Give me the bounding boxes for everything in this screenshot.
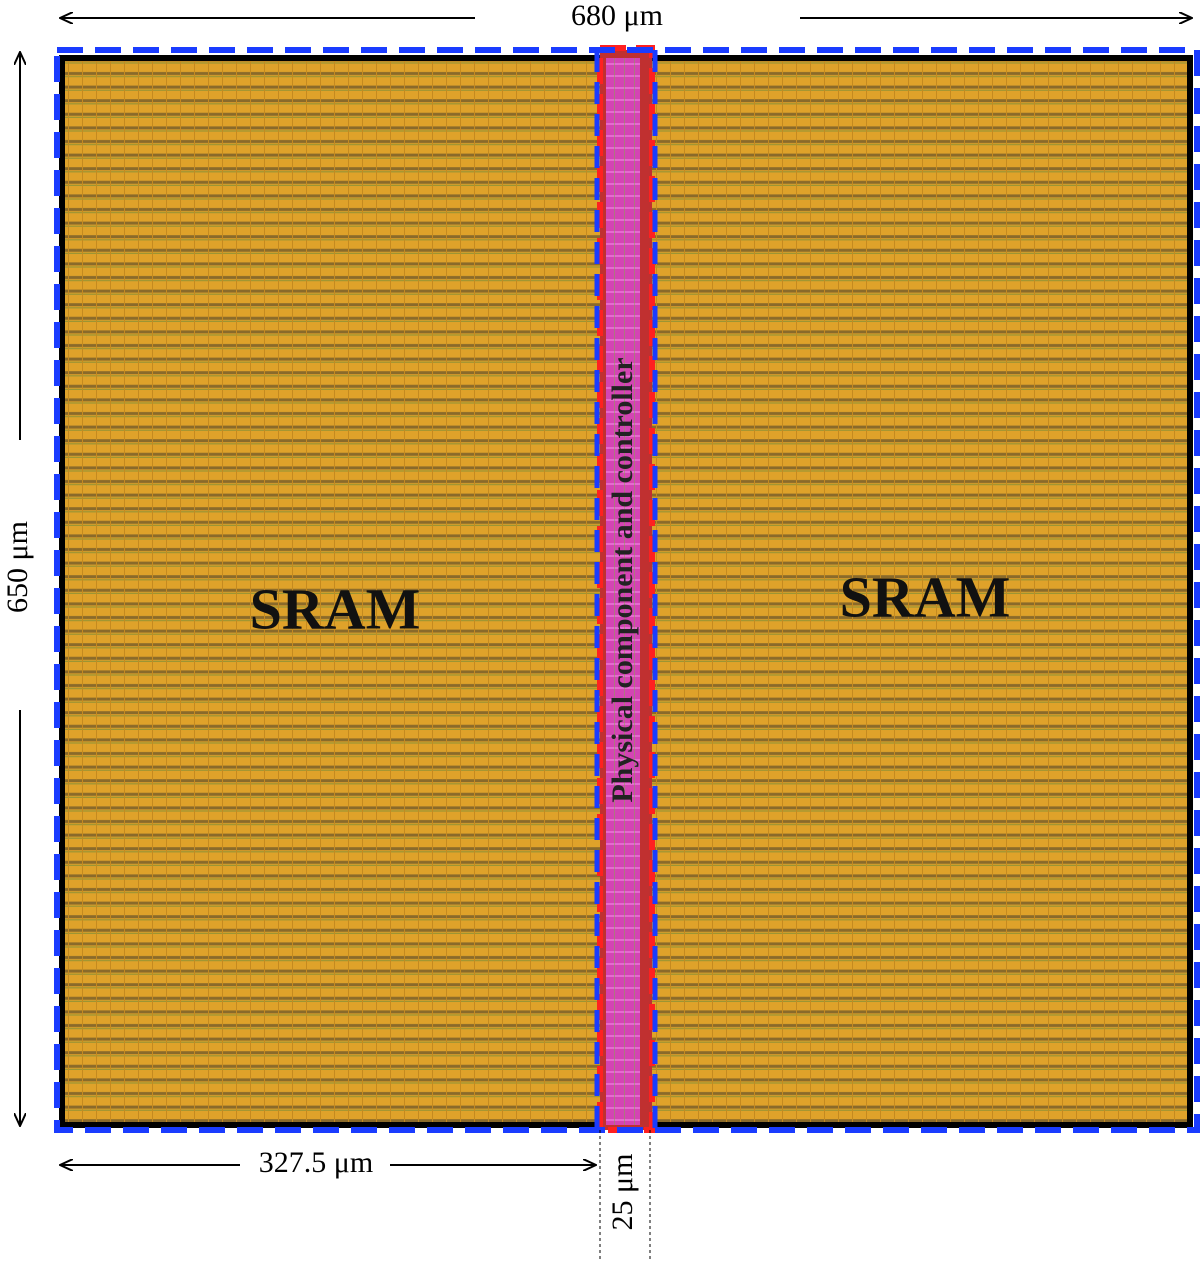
block-label: SRAM bbox=[840, 564, 1011, 629]
dimension-label: 25 μm bbox=[606, 1154, 639, 1231]
block-label: Physical component and controller bbox=[606, 357, 639, 802]
chip-outline bbox=[54, 47, 1200, 1133]
logic-strip bbox=[606, 58, 640, 1125]
dimension-label: 327.5 μm bbox=[259, 1146, 373, 1179]
dimension-label: 650 μm bbox=[1, 521, 34, 613]
block-label: SRAM bbox=[250, 576, 421, 641]
dimension-label: 680 μm bbox=[571, 0, 663, 32]
